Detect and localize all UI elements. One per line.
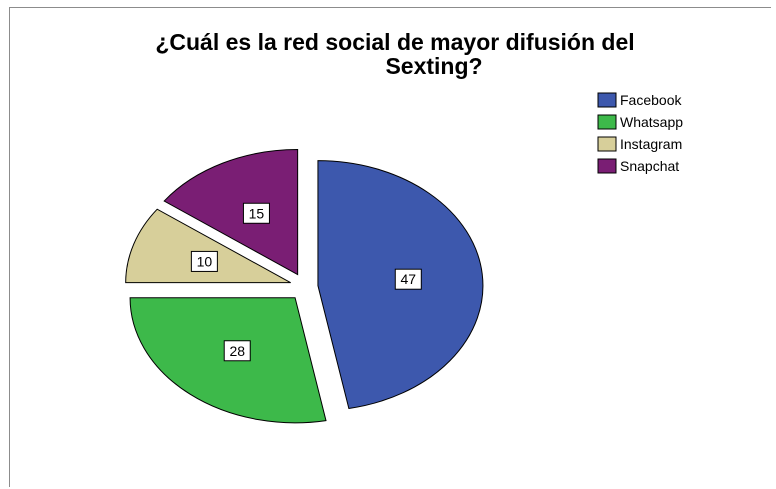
legend-item-whatsapp: Whatsapp bbox=[597, 114, 683, 130]
legend-label: Instagram bbox=[620, 136, 682, 152]
pie-slice-snapchat bbox=[163, 149, 299, 276]
legend-swatch bbox=[597, 114, 617, 130]
data-label-value: 15 bbox=[249, 205, 265, 221]
data-label-box bbox=[190, 250, 218, 272]
legend-label: Facebook bbox=[620, 92, 682, 108]
pie-data-labels: 47 28 10 15 bbox=[190, 202, 422, 362]
legend-item-snapchat: Snapchat bbox=[597, 158, 679, 174]
data-label-value: 28 bbox=[229, 343, 245, 359]
legend-swatch bbox=[597, 136, 617, 152]
legend-label: Whatsapp bbox=[620, 114, 683, 130]
data-label-value: 10 bbox=[197, 253, 213, 269]
data-label-snapchat: 15 bbox=[242, 202, 270, 224]
data-label-box bbox=[223, 340, 251, 362]
legend: Facebook Whatsapp Instagram Snapchat bbox=[597, 92, 683, 174]
data-label-whatsapp: 28 bbox=[223, 340, 251, 362]
data-label-facebook: 47 bbox=[394, 268, 422, 290]
pie-slices bbox=[125, 149, 484, 424]
chart-title-line-2: Sexting? bbox=[385, 53, 483, 79]
legend-swatch bbox=[597, 158, 617, 174]
legend-label: Snapchat bbox=[620, 158, 679, 174]
data-label-instagram: 10 bbox=[190, 250, 218, 272]
legend-item-instagram: Instagram bbox=[597, 136, 682, 152]
chart-title: ¿Cuál es la red social de mayor difusión… bbox=[0, 30, 776, 78]
legend-item-facebook: Facebook bbox=[597, 92, 682, 108]
legend-swatch bbox=[597, 92, 617, 108]
pie-slice-instagram bbox=[125, 208, 291, 284]
data-label-value: 47 bbox=[400, 271, 416, 287]
data-label-box bbox=[242, 202, 270, 224]
chart-title-line-1: ¿Cuál es la red social de mayor difusión… bbox=[155, 29, 635, 55]
data-label-box bbox=[394, 268, 422, 290]
